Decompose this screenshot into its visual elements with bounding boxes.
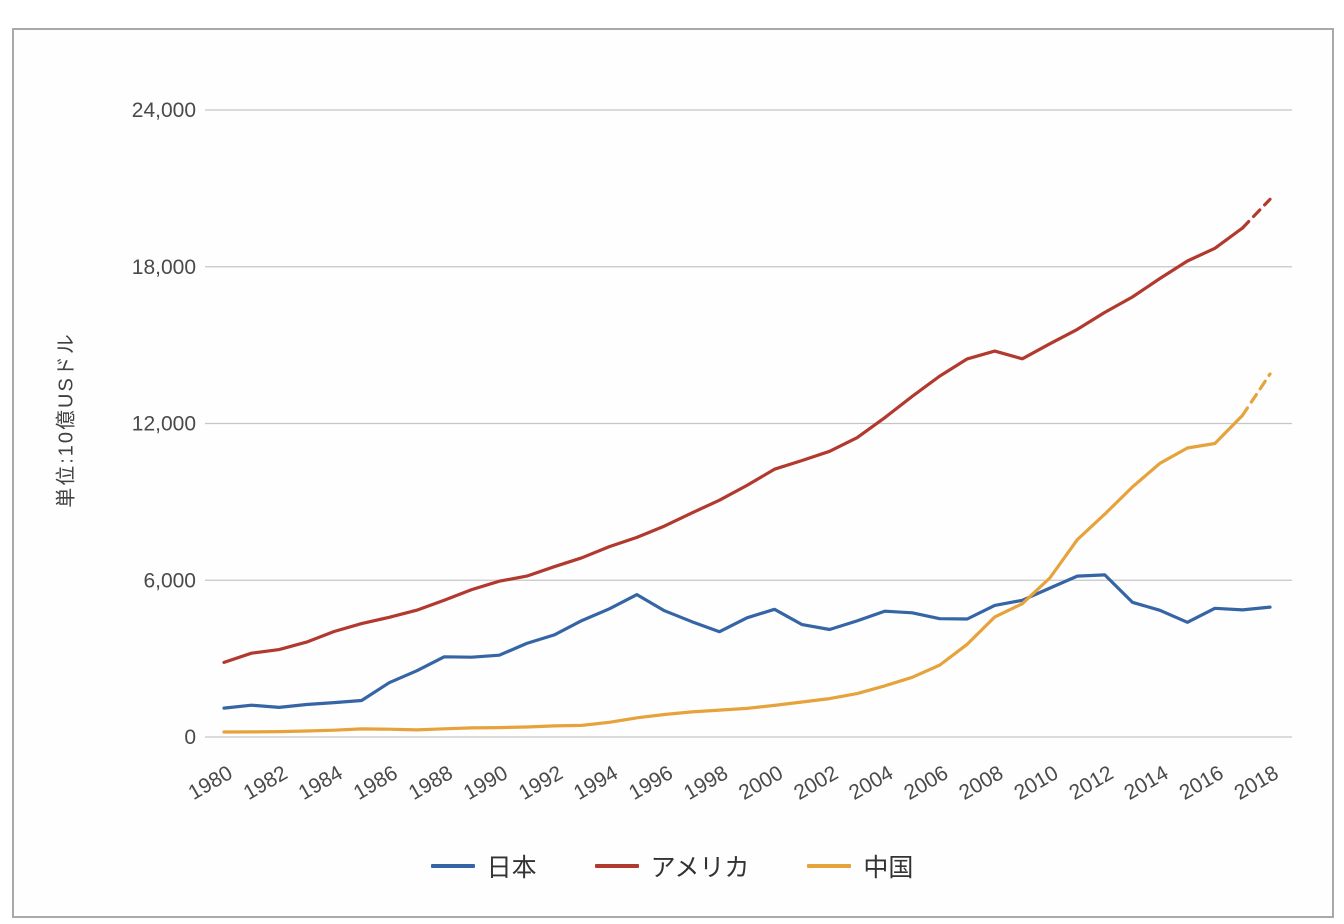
x-tick-label: 1996: [625, 761, 677, 804]
x-tick-label: 2002: [790, 761, 842, 804]
x-tick-label: 2006: [900, 761, 952, 804]
america-line-swatch: [594, 864, 639, 868]
x-tick-label: 2008: [955, 761, 1007, 804]
x-tick-label: 1980: [185, 761, 237, 804]
x-tick-label: 1984: [295, 761, 347, 804]
series-line-dashed-tail: [1240, 197, 1272, 230]
series-line-dashed-tail: [1240, 372, 1272, 417]
x-tick-label: 2010: [1010, 761, 1062, 804]
y-tick-label: 0: [184, 726, 196, 749]
y-tick-label: 24,000: [132, 99, 196, 122]
legend-item-japan: 日本: [430, 848, 537, 884]
chart-frame: [12, 28, 1334, 918]
y-tick-label: 18,000: [132, 256, 196, 279]
legend-item-america: アメリカ: [594, 848, 750, 884]
x-tick-label: 2004: [845, 761, 897, 804]
x-tick-label: 1994: [570, 761, 622, 804]
x-tick-label: 1982: [240, 761, 292, 804]
japan-line-swatch: [430, 864, 475, 868]
y-tick-label: 6,000: [143, 569, 196, 592]
legend-label-america: アメリカ: [650, 854, 750, 882]
series-line: [222, 226, 1245, 665]
y-tick-label: 12,000: [132, 413, 196, 436]
x-tick-label: 1986: [350, 761, 402, 804]
x-tick-label: 2016: [1175, 761, 1227, 804]
x-tick-label: 1998: [680, 761, 732, 804]
x-tick-label: 2000: [735, 761, 787, 804]
series-line: [222, 413, 1245, 734]
x-tick-label: 2014: [1120, 761, 1172, 804]
x-tick-label: 1990: [460, 761, 512, 804]
legend: 日本 アメリカ 中国: [0, 848, 1344, 884]
x-tick-label: 2012: [1065, 761, 1117, 804]
series-line: [222, 573, 1272, 710]
x-tick-label: 2018: [1231, 761, 1283, 804]
legend-item-china: 中国: [807, 848, 913, 884]
legend-label-china: 中国: [863, 854, 914, 882]
x-tick-label: 1988: [405, 761, 457, 804]
legend-label-japan: 日本: [486, 854, 537, 882]
x-tick-label: 1992: [515, 761, 567, 804]
china-line-swatch: [807, 864, 852, 868]
